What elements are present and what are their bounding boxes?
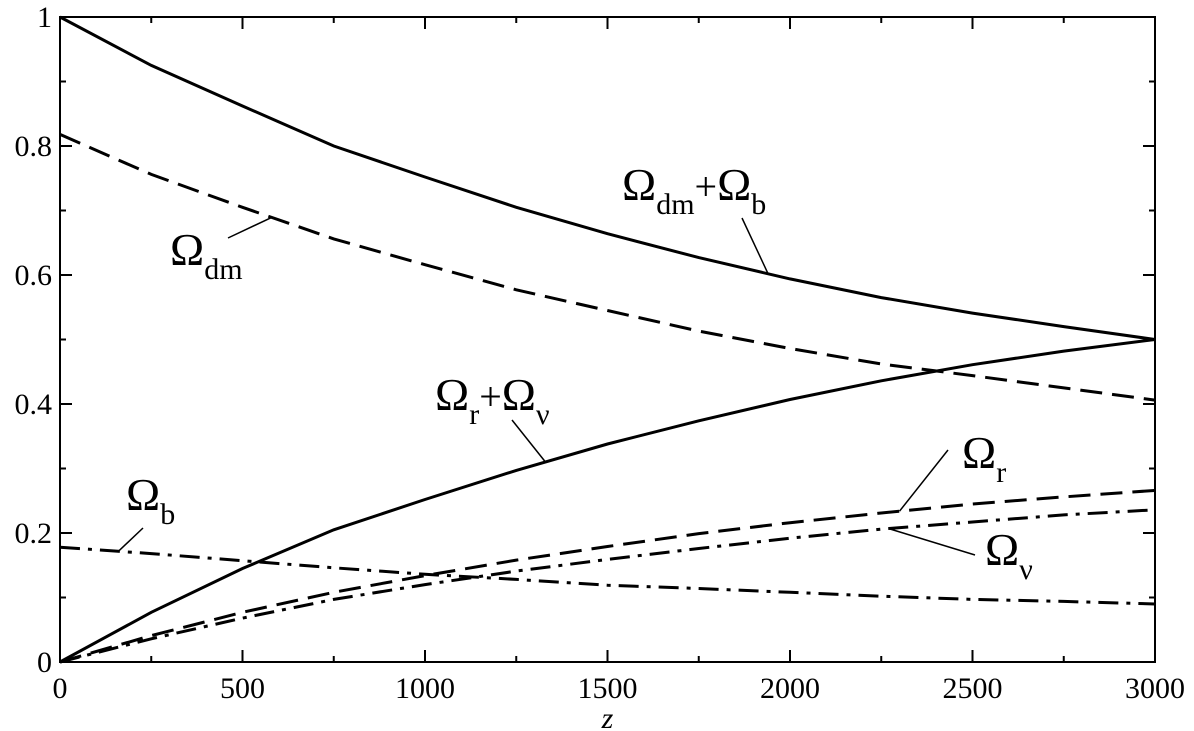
annotation-leader-b (117, 527, 144, 552)
x-tick-label: 1000 (395, 672, 455, 705)
series-line-dm_b (59, 15, 1156, 341)
annotation-leader-r_nu (511, 419, 547, 463)
series-lines (59, 15, 1156, 664)
annotation-subscript: ν (1019, 553, 1033, 586)
annotation-subscript-2: b (751, 188, 766, 221)
annotation-symbol-2: Ω (717, 159, 751, 210)
x-tick-label: 0 (53, 672, 68, 705)
annotation-nu: Ων (985, 524, 1033, 586)
annotation-symbol: Ω (435, 369, 469, 420)
y-tick-label: 0.2 (15, 517, 53, 550)
annotation-dm_b: Ωdm+Ωb (622, 159, 766, 221)
x-axis-label: z (601, 702, 614, 731)
annotation-plus: + (695, 164, 718, 209)
annotation-leader-dm (227, 216, 273, 239)
annotation-symbol: Ω (962, 427, 996, 478)
annotation-subscript: r (996, 456, 1006, 489)
x-tick-label: 2500 (943, 672, 1003, 705)
annotation-subscript: r (469, 398, 479, 431)
series-line-r (59, 488, 1156, 664)
annotation-symbol: Ω (622, 159, 656, 210)
annotation-symbol: Ω (170, 224, 204, 275)
annotation-b: Ωb (126, 469, 175, 531)
series-line-r_nu (59, 338, 1156, 664)
y-tick-label: 0.8 (15, 130, 53, 163)
annotation-symbol: Ω (126, 469, 160, 520)
annotation-r: Ωr (962, 427, 1006, 489)
annotation-symbol: Ω (985, 524, 1019, 575)
annotation-symbol-2: Ω (502, 369, 536, 420)
annotation-leaders (117, 216, 976, 556)
annotation-subscript: dm (656, 188, 694, 221)
annotation-subscript: b (160, 498, 175, 531)
annotation-plus: + (479, 374, 502, 419)
y-tick-label: 0.6 (15, 259, 53, 292)
annotation-r_nu: Ωr+Ων (435, 369, 550, 431)
axis-ticks: 0 500 1000 1500 2000 2500 3000 0 0.2 0.4 0.6 0.8 1 (15, 1, 1186, 705)
x-tick-label: 500 (220, 672, 265, 705)
y-tick-label: 0 (37, 646, 52, 679)
annotation-leader-nu (888, 527, 976, 556)
annotation-dm: Ωdm (170, 224, 243, 286)
y-tick-label: 0.4 (15, 388, 53, 421)
x-tick-label: 1500 (578, 672, 638, 705)
y-tick-label: 1 (37, 1, 52, 34)
annotation-leader-dm_b (741, 217, 769, 275)
series-line-b (59, 545, 1156, 606)
series-line-nu (59, 508, 1156, 664)
x-tick-label: 2000 (760, 672, 820, 705)
x-tick-label: 3000 (1125, 672, 1185, 705)
annotation-leader-r (898, 449, 949, 512)
series-line-dm (59, 133, 1156, 402)
annotation-subscript: dm (204, 253, 242, 286)
annotation-subscript-2: ν (536, 398, 550, 431)
